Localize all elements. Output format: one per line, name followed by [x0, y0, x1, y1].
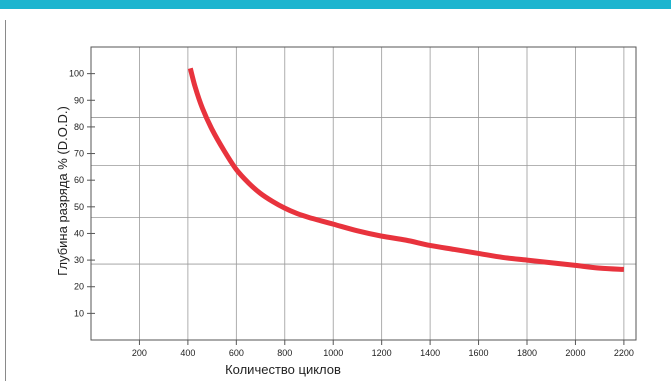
y-tick-label: 50 — [74, 202, 84, 212]
x-tick-label: 2000 — [565, 348, 585, 358]
y-tick-label: 20 — [74, 282, 84, 292]
y-tick-label: 40 — [74, 228, 84, 238]
x-tick-label: 400 — [180, 348, 195, 358]
y-tick-label: 10 — [74, 308, 84, 318]
x-tick-label: 1400 — [420, 348, 440, 358]
x-tick-label: 1600 — [469, 348, 489, 358]
series-layer — [187, 67, 625, 272]
dod-curve — [187, 67, 625, 272]
plot-frame — [90, 46, 637, 341]
x-tick-label: 2200 — [614, 348, 634, 358]
x-tick-label: 1200 — [372, 348, 392, 358]
x-tick-label: 800 — [277, 348, 292, 358]
y-axis-ticks: 10 20 30 40 50 60 70 80 90 100 — [69, 69, 95, 318]
y-tick-label: 80 — [74, 122, 84, 132]
x-tick-label: 600 — [229, 348, 244, 358]
y-tick-label: 60 — [74, 175, 84, 185]
x-tick-label: 200 — [132, 348, 147, 358]
x-axis-title: Количество циклов — [225, 362, 341, 377]
y-tick-label: 100 — [69, 69, 84, 79]
left-margin-rule — [5, 20, 6, 381]
x-axis-ticks: 200 400 600 800 1000 1200 1400 1600 1800 2000 2200 — [132, 340, 634, 358]
top-accent-bar — [0, 0, 671, 9]
y-tick-label: 70 — [74, 149, 84, 159]
y-tick-label: 30 — [74, 255, 84, 265]
y-axis-title: Глубина разряда % (D.O.D.) — [55, 106, 70, 276]
grid-layer — [90, 47, 636, 340]
y-tick-label: 90 — [74, 95, 84, 105]
x-tick-label: 1000 — [323, 348, 343, 358]
x-tick-label: 1800 — [517, 348, 537, 358]
